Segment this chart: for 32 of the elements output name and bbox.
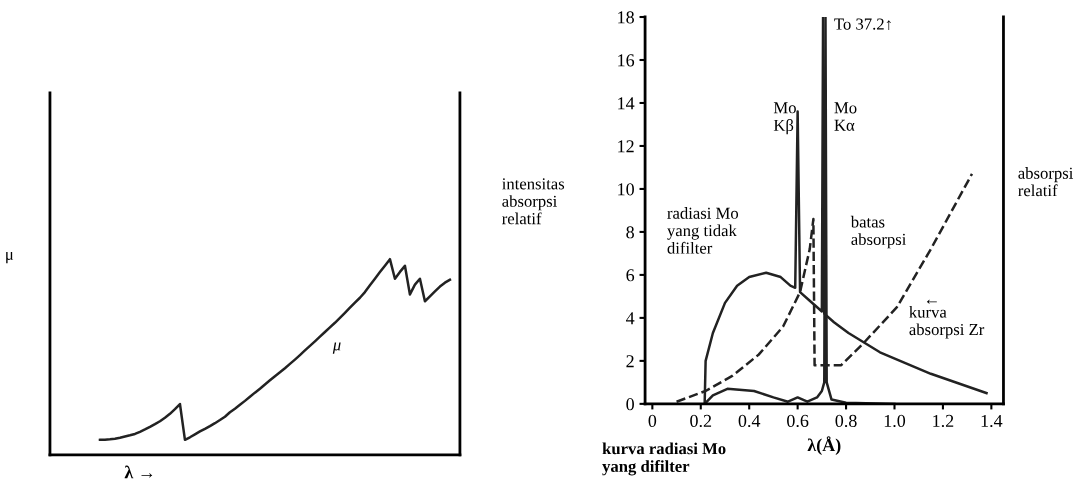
y-tick-label: 12 bbox=[618, 140, 634, 153]
annotation: Mo Kα bbox=[834, 102, 857, 131]
y-axis-title: intensitas absorpsi relatif bbox=[502, 178, 565, 225]
y2-axis-title: absorpsi relatif bbox=[1018, 167, 1074, 197]
x-tick-label: 0 bbox=[648, 414, 657, 427]
text: kurva radiasi Mo yang difilter bbox=[602, 442, 726, 476]
annotation: To 37.2↑ bbox=[834, 18, 891, 31]
y-tick-label: 8 bbox=[626, 226, 634, 239]
y-tick-label: 2 bbox=[626, 355, 634, 368]
y-tick-label: 6 bbox=[626, 269, 635, 282]
annotation: Mo Kβ bbox=[773, 102, 796, 135]
x-axis-title: λ → bbox=[124, 465, 153, 479]
x-tick-label: 1.4 bbox=[981, 414, 1003, 428]
y-tick-label: 0 bbox=[626, 398, 634, 411]
x-tick-label: 0.2 bbox=[690, 414, 712, 428]
y-tick-label: 10 bbox=[618, 183, 634, 196]
x-axis-title: λ(Å) bbox=[807, 436, 841, 455]
annotation: ← bbox=[926, 299, 937, 304]
y-axis-title: μ bbox=[6, 252, 14, 264]
annotation: kurva absorpsi Zr bbox=[909, 305, 985, 339]
y-tick-label: 4 bbox=[625, 312, 635, 325]
y-tick-label: 14 bbox=[618, 97, 635, 110]
annotation: μ bbox=[332, 342, 341, 354]
y-tick-label: 18 bbox=[618, 11, 634, 24]
x-tick-label: 1.0 bbox=[884, 414, 906, 428]
annotation: batas absorpsi bbox=[850, 215, 907, 249]
x-tick-label: 1.2 bbox=[933, 414, 954, 428]
y-tick-label: 16 bbox=[618, 54, 635, 67]
x-tick-label: 0.6 bbox=[787, 414, 809, 428]
annotation: radiasi Mo yang tidak difilter bbox=[667, 207, 739, 254]
x-tick-label: 0.8 bbox=[835, 414, 857, 428]
x-tick-label: 0.4 bbox=[738, 414, 761, 428]
